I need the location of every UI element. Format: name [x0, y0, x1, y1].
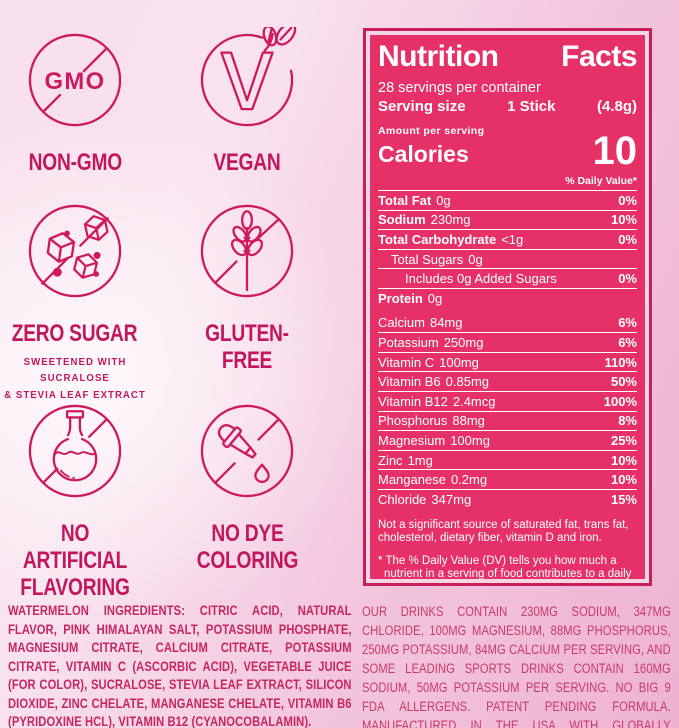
serving-size-weight: (4.8g)	[596, 98, 637, 115]
nutrition-row: Total Sugars 0g	[378, 248, 637, 269]
nutrition-facts-title: Nutrition Facts	[378, 40, 638, 73]
badge-label: NO DYE COLORING	[196, 520, 298, 575]
badge-label: ZERO SUGAR	[12, 320, 138, 347]
ingredients-label: WATERMELON INGREDIENTS:	[8, 603, 186, 618]
calories-label: Calories	[378, 141, 469, 167]
sugar-cubes-crossed-icon	[0, 198, 158, 309]
badge-no-dye-coloring: NO DYE COLORING	[164, 398, 330, 574]
dropper-crossed-icon	[164, 398, 330, 509]
ingredients-text: CITRIC ACID, NATURAL FLAVOR, PINK HIMALA…	[8, 603, 352, 728]
serving-size-row: Serving size 1 Stick (4.8g)	[378, 97, 637, 118]
vegan-v-leaf-icon	[164, 22, 330, 138]
nutrition-row: Sodium 230mg 10%	[378, 209, 637, 230]
nutrition-row: Zinc 1mg 10%	[378, 449, 637, 470]
comparison-paragraph: OUR DRINKS CONTAIN 230MG SODIUM, 347MG C…	[362, 604, 671, 728]
nutrition-row: Chloride 347mg 15%	[378, 488, 637, 509]
daily-value-header: % Daily Value*	[378, 173, 637, 191]
badge-gluten-free: GLUTEN-FREE	[164, 198, 330, 374]
nutrition-row: Potassium 250mg 6%	[378, 332, 637, 352]
amount-per-serving: Amount per serving	[378, 125, 485, 137]
badge-sublabel: SWEETENED WITH SUCRALOSE & STEVIA LEAF E…	[4, 356, 146, 401]
gmo-crossed-icon: GMO	[0, 27, 158, 138]
nutrition-facts-panel: Nutrition Facts 28 servings per containe…	[363, 28, 652, 586]
svg-text:GMO: GMO	[45, 68, 106, 95]
nutrition-row: Total Carbohydrate <1g 0%	[378, 229, 637, 249]
nutrition-row: Vitamin C 100mg 110%	[378, 351, 637, 372]
nutrition-row: Total Fat 0g 0%	[378, 192, 637, 208]
badge-label: VEGAN	[213, 149, 281, 176]
vitamin-mineral-section: Calcium 84mg 6% Potassium 250mg 6% Vitamin C…	[378, 314, 637, 509]
not-significant-source-note: Not a significant source of saturated fa…	[378, 518, 629, 544]
badge-zero-sugar: ZERO SUGAR SWEETENED WITH SUCRALOSE & ST…	[0, 198, 158, 403]
nutrition-row: Manganese 0.2mg 10%	[378, 469, 637, 489]
nutrition-row: Vitamin B12 2.4mcg 100%	[378, 390, 637, 411]
wheat-crossed-icon	[164, 198, 330, 309]
badge-non-gmo: GMO NON-GMO	[0, 27, 158, 176]
servings-per-container: 28 servings per container	[378, 80, 541, 96]
nutrition-row: Vitamin B6 0.85mg 50%	[378, 371, 637, 391]
badge-label: NON-GMO	[28, 149, 122, 176]
calories-row: Calories 10	[378, 129, 638, 173]
daily-value-footnote: * The % Daily Value (DV) tells you how m…	[378, 554, 632, 580]
flask-crossed-icon	[0, 398, 158, 509]
serving-size-label: Serving size	[378, 98, 466, 115]
nutrition-row: Protein 0g	[378, 287, 637, 308]
badge-label: NO ARTIFICIAL FLAVORING	[20, 520, 130, 602]
macro-nutrient-section: Total Fat 0g 0% Sodium 230mg 10% Total Carbo…	[378, 191, 637, 308]
ingredients-paragraph: WATERMELON INGREDIENTS: CITRIC ACID, NAT…	[8, 602, 352, 728]
nutrition-row: Includes 0g Added Sugars 0%	[378, 268, 637, 288]
badge-label: GLUTEN-FREE	[205, 320, 289, 375]
serving-size-value: 1 Stick	[507, 98, 556, 115]
badge-vegan: VEGAN	[164, 22, 330, 176]
nutrition-row: Calcium 84mg 6%	[378, 315, 637, 331]
nutrition-row: Magnesium 100mg 25%	[378, 430, 637, 450]
badge-no-artificial-flavoring: NO ARTIFICIAL FLAVORING	[0, 398, 158, 601]
calories-value: 10	[592, 129, 638, 173]
nutrition-row: Phosphorus 88mg 8%	[378, 410, 637, 431]
